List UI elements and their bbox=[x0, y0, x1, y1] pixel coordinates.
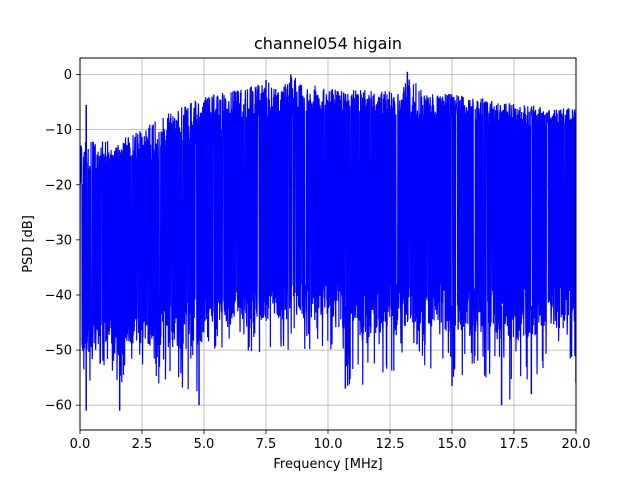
x-tick-label: 17.5 bbox=[500, 437, 529, 452]
y-axis-label: PSD [dB] bbox=[21, 215, 36, 273]
x-tick-label: 0.0 bbox=[70, 437, 91, 452]
x-tick-label: 10.0 bbox=[314, 437, 343, 452]
y-tick-label: −30 bbox=[45, 233, 72, 248]
x-tick-label: 7.5 bbox=[256, 437, 277, 452]
y-tick-label: −50 bbox=[45, 344, 72, 359]
psd-dips bbox=[85, 306, 576, 411]
chart-title: channel054 higain bbox=[254, 34, 402, 53]
x-tick-label: 5.0 bbox=[194, 437, 215, 452]
y-tick-label: −10 bbox=[45, 123, 72, 138]
y-tick-label: −20 bbox=[45, 178, 72, 193]
x-tick-label: 12.5 bbox=[376, 437, 405, 452]
psd-trace bbox=[80, 77, 576, 400]
x-tick-label: 2.5 bbox=[132, 437, 153, 452]
y-tick-label: −40 bbox=[45, 288, 72, 303]
y-axis-ticks: 0 −10 −20 −30 −40 −50 −60 bbox=[45, 68, 80, 414]
x-tick-label: 20.0 bbox=[562, 437, 591, 452]
x-axis-label: Frequency [MHz] bbox=[273, 457, 382, 472]
y-tick-label: −60 bbox=[45, 399, 72, 414]
x-tick-label: 15.0 bbox=[438, 437, 467, 452]
psd-peaks bbox=[85, 71, 409, 152]
psd-series bbox=[80, 71, 576, 411]
y-tick-label: 0 bbox=[64, 68, 72, 83]
x-axis-ticks: 0.0 2.5 5.0 7.5 10.0 12.5 15.0 17.5 20.0 bbox=[70, 430, 591, 452]
